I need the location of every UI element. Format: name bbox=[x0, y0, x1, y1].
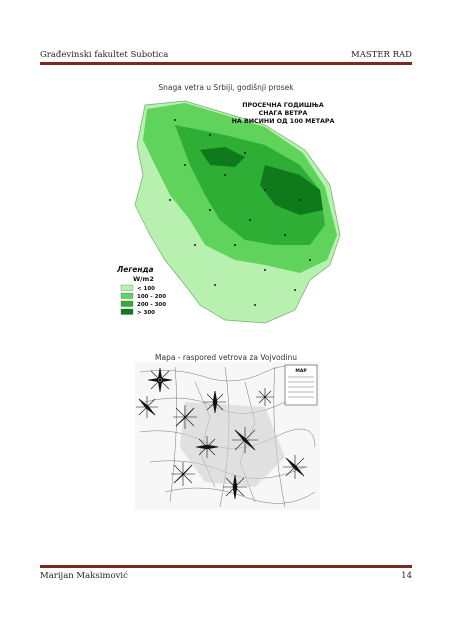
legend-swatch bbox=[120, 284, 134, 291]
legend-label: < 100 bbox=[137, 286, 155, 292]
legend-swatch bbox=[120, 300, 134, 307]
wind-rose-icon bbox=[283, 455, 307, 479]
footer-divider bbox=[40, 565, 412, 568]
page-header: Građevinski fakultet Subotica MASTER RAD bbox=[40, 48, 412, 64]
map-title-line: СНАГА ВЕТРА bbox=[259, 110, 308, 117]
legend-label: > 300 bbox=[137, 310, 155, 316]
page-number: 14 bbox=[401, 571, 412, 581]
figure1-caption: Snaga vetra u Srbiji, godišnji prosek bbox=[158, 83, 294, 92]
wind-rose-icon bbox=[223, 474, 247, 500]
wind-rose-icon bbox=[256, 388, 274, 406]
wind-rose-icon bbox=[232, 427, 258, 453]
wind-rose-icon bbox=[195, 436, 219, 458]
map-title-line: НА ВИСИНИ ОД 100 МЕТАРА bbox=[232, 118, 335, 125]
legend-swatch bbox=[120, 292, 134, 299]
city-markers bbox=[169, 119, 311, 306]
map-region-very-high bbox=[260, 165, 323, 215]
map-legend-box: MAP bbox=[284, 364, 318, 406]
legend-unit: W/m2 bbox=[133, 275, 154, 283]
wind-rose-icons bbox=[136, 367, 307, 500]
vojvodina-wind-rose-map: MAP bbox=[135, 362, 320, 510]
header-divider bbox=[40, 62, 412, 65]
legend-swatch bbox=[120, 308, 134, 315]
wind-rose-icon bbox=[171, 462, 195, 486]
map-title-line: ПРОСЕЧНА ГОДИШЊА bbox=[242, 102, 324, 109]
figure2-caption: Mapa - raspored vetrova za Vojvodinu bbox=[155, 353, 297, 362]
wind-rose-icon bbox=[173, 405, 197, 429]
header-institution: Građevinski fakultet Subotica bbox=[40, 50, 169, 60]
map-shaded-region bbox=[180, 402, 285, 487]
wind-rose-icon bbox=[204, 390, 226, 414]
map-region-very-high bbox=[200, 147, 245, 167]
wind-rose-icon bbox=[136, 396, 158, 418]
wind-rose-icon bbox=[147, 367, 173, 393]
header-document-type: MASTER RAD bbox=[351, 50, 412, 60]
serbia-wind-power-map: ПРОСЕЧНА ГОДИШЊА СНАГА ВЕТРА НА ВИСИНИ О… bbox=[116, 100, 341, 324]
map-legend-title: MAP bbox=[295, 368, 307, 374]
footer-author: Marijan Maksimović bbox=[40, 571, 128, 581]
legend-title: Легенда bbox=[116, 265, 154, 274]
legend-label: 200 - 300 bbox=[137, 302, 166, 308]
map-legend: Легенда W/m2 < 100 100 - 200 200 - 300 >… bbox=[116, 265, 166, 316]
legend-label: 100 - 200 bbox=[137, 294, 166, 300]
